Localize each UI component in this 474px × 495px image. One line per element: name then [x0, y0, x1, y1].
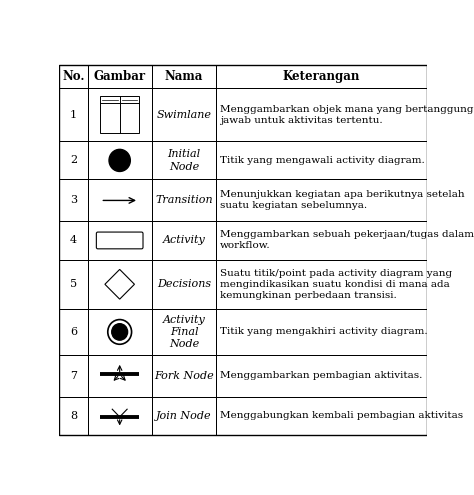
Bar — [88, 180, 152, 221]
Bar — [216, 259, 427, 309]
Text: 5: 5 — [70, 279, 77, 289]
Bar — [216, 221, 427, 259]
FancyBboxPatch shape — [96, 232, 143, 249]
Text: 2: 2 — [70, 155, 77, 165]
Text: Activity: Activity — [163, 236, 205, 246]
Text: Gambar: Gambar — [94, 70, 146, 83]
Bar — [59, 221, 88, 259]
Circle shape — [109, 149, 130, 171]
Bar — [88, 309, 152, 355]
Bar — [152, 180, 216, 221]
Circle shape — [112, 324, 128, 340]
Bar — [216, 65, 427, 88]
Bar — [152, 88, 216, 142]
Text: Menunjukkan kegiatan apa berikutnya setelah
suatu kegiatan sebelumnya.: Menunjukkan kegiatan apa berikutnya sete… — [220, 191, 465, 210]
Bar — [88, 259, 152, 309]
Bar — [88, 88, 152, 142]
Text: 8: 8 — [70, 411, 77, 421]
Text: Menggambarkan objek mana yang bertanggung
jawab untuk aktivitas tertentu.: Menggambarkan objek mana yang bertanggun… — [220, 104, 473, 125]
Text: Menggabungkan kembali pembagian aktivitas: Menggabungkan kembali pembagian aktivita… — [220, 411, 463, 420]
Bar — [88, 221, 152, 259]
Text: 6: 6 — [70, 327, 77, 337]
Bar — [59, 396, 88, 435]
Bar — [100, 96, 139, 133]
Text: 3: 3 — [70, 196, 77, 205]
Text: Activity
Final
Node: Activity Final Node — [163, 314, 205, 349]
Bar — [152, 396, 216, 435]
Bar — [88, 355, 152, 396]
Text: Swimlane: Swimlane — [156, 110, 211, 120]
Text: 1: 1 — [70, 110, 77, 120]
Text: Fork Node: Fork Node — [154, 371, 214, 381]
Bar — [59, 180, 88, 221]
Bar — [59, 355, 88, 396]
Bar — [88, 142, 152, 180]
Bar — [152, 309, 216, 355]
Text: Decisions: Decisions — [157, 279, 211, 289]
Text: Menggambarkan sebuah pekerjaan/tugas dalam
workflow.: Menggambarkan sebuah pekerjaan/tugas dal… — [220, 230, 474, 250]
Text: Keterangan: Keterangan — [283, 70, 360, 83]
Bar — [216, 355, 427, 396]
Bar — [152, 259, 216, 309]
Bar — [59, 88, 88, 142]
Bar — [59, 309, 88, 355]
Text: Transition: Transition — [155, 196, 213, 205]
Text: Titik yang mengawali activity diagram.: Titik yang mengawali activity diagram. — [220, 156, 425, 165]
Bar — [216, 180, 427, 221]
Bar — [59, 259, 88, 309]
Text: Menggambarkan pembagian aktivitas.: Menggambarkan pembagian aktivitas. — [220, 371, 422, 380]
Bar — [152, 355, 216, 396]
Bar — [88, 396, 152, 435]
Bar — [216, 309, 427, 355]
Bar — [152, 221, 216, 259]
Bar — [152, 142, 216, 180]
Text: Initial
Node: Initial Node — [167, 149, 201, 172]
Bar — [59, 142, 88, 180]
Bar — [59, 65, 88, 88]
Circle shape — [108, 320, 132, 344]
Bar — [152, 65, 216, 88]
Text: 4: 4 — [70, 236, 77, 246]
Text: No.: No. — [62, 70, 85, 83]
Text: 7: 7 — [70, 371, 77, 381]
Text: Nama: Nama — [165, 70, 203, 83]
Polygon shape — [105, 269, 135, 299]
Text: Join Node: Join Node — [156, 411, 212, 421]
Text: Titik yang mengakhiri activity diagram.: Titik yang mengakhiri activity diagram. — [220, 327, 428, 337]
Text: Suatu titik/point pada activity diagram yang
mengindikasikan suatu kondisi di ma: Suatu titik/point pada activity diagram … — [220, 269, 452, 300]
Bar — [216, 142, 427, 180]
Bar — [88, 65, 152, 88]
Bar — [216, 88, 427, 142]
Bar — [216, 396, 427, 435]
